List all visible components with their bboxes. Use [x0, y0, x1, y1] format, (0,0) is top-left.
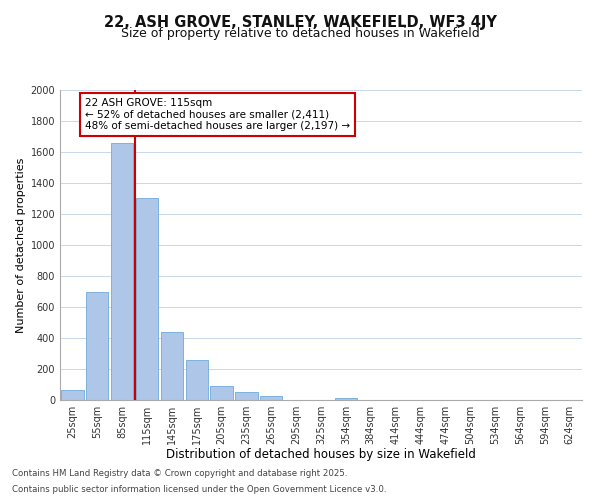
Bar [161, 332, 183, 400]
Bar [211, 386, 233, 400]
X-axis label: Distribution of detached houses by size in Wakefield: Distribution of detached houses by size … [166, 448, 476, 462]
Text: Contains HM Land Registry data © Crown copyright and database right 2025.: Contains HM Land Registry data © Crown c… [12, 468, 347, 477]
Bar [335, 398, 357, 400]
Text: Contains public sector information licensed under the Open Government Licence v3: Contains public sector information licen… [12, 485, 386, 494]
Text: 22 ASH GROVE: 115sqm
← 52% of detached houses are smaller (2,411)
48% of semi-de: 22 ASH GROVE: 115sqm ← 52% of detached h… [85, 98, 350, 131]
Bar [136, 198, 158, 400]
Bar [260, 396, 283, 400]
Bar [185, 360, 208, 400]
Bar [86, 292, 109, 400]
Text: Size of property relative to detached houses in Wakefield: Size of property relative to detached ho… [121, 28, 479, 40]
Bar [235, 392, 257, 400]
Y-axis label: Number of detached properties: Number of detached properties [16, 158, 26, 332]
Bar [61, 390, 83, 400]
Bar [111, 144, 133, 400]
Text: 22, ASH GROVE, STANLEY, WAKEFIELD, WF3 4JY: 22, ASH GROVE, STANLEY, WAKEFIELD, WF3 4… [104, 15, 496, 30]
